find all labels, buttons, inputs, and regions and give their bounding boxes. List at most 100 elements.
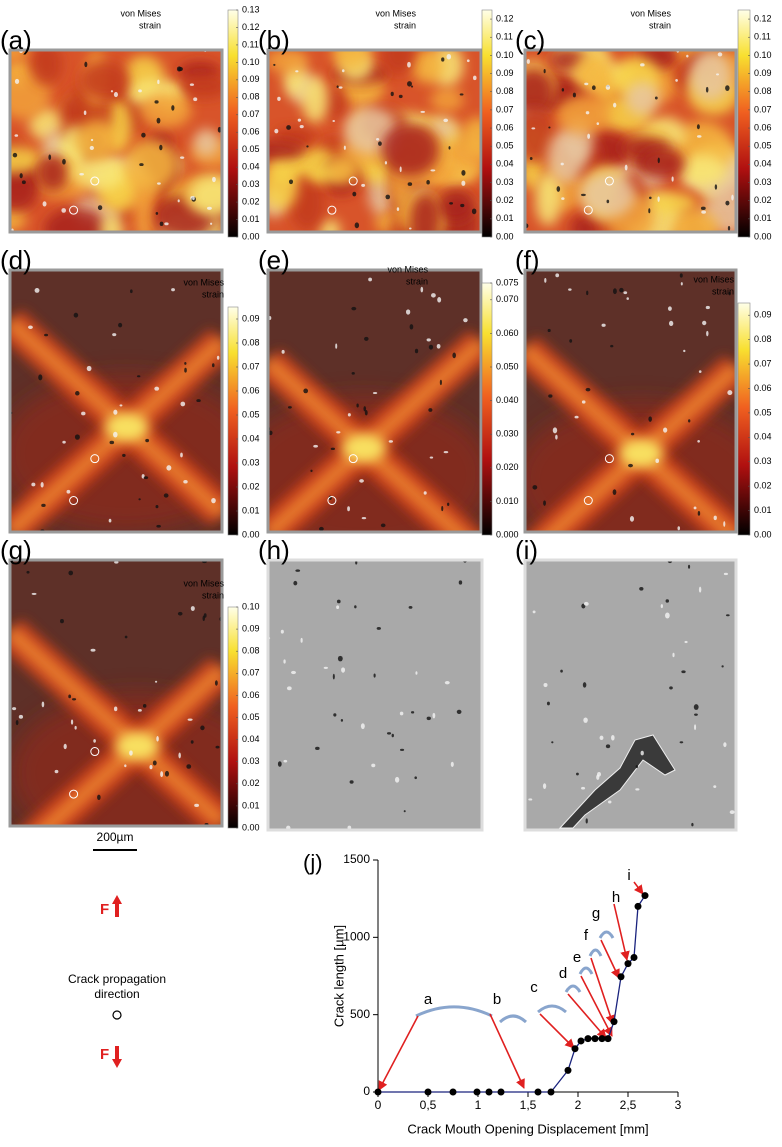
strain-map bbox=[268, 270, 481, 532]
speckle bbox=[466, 59, 470, 63]
strain-blob bbox=[461, 117, 481, 157]
speckle bbox=[177, 611, 183, 616]
speckle bbox=[373, 673, 376, 678]
colorbar-title: von Mises bbox=[387, 264, 428, 274]
speckle bbox=[341, 667, 346, 673]
speckle bbox=[408, 227, 412, 230]
speckle bbox=[90, 138, 94, 142]
speckle bbox=[596, 122, 600, 126]
force-label: F bbox=[100, 901, 109, 918]
speckle bbox=[154, 100, 159, 104]
speckle bbox=[156, 736, 159, 742]
colorbar-title: strain bbox=[202, 590, 224, 600]
speckle bbox=[663, 427, 668, 433]
speckle bbox=[113, 92, 118, 98]
speckle bbox=[211, 363, 215, 368]
data-point bbox=[577, 1037, 585, 1045]
speckle bbox=[122, 453, 126, 457]
speckle bbox=[529, 157, 533, 161]
speckle bbox=[655, 458, 660, 463]
speckle bbox=[155, 505, 159, 509]
speckle bbox=[343, 145, 346, 150]
colorbar-tick-label: 0.050 bbox=[496, 361, 519, 371]
speckle bbox=[449, 202, 454, 205]
speckle bbox=[680, 282, 683, 286]
speckle bbox=[66, 489, 71, 494]
speckle bbox=[190, 606, 195, 611]
speckle bbox=[408, 605, 413, 609]
colorbar-tick-label: 0.00 bbox=[754, 231, 772, 241]
speckle bbox=[639, 586, 644, 591]
speckle bbox=[184, 361, 187, 365]
colorbar-tick-label: 0.070 bbox=[496, 294, 519, 304]
strain-blob bbox=[430, 87, 464, 113]
speckle bbox=[727, 390, 733, 396]
speckle bbox=[556, 186, 561, 192]
strain-blob bbox=[525, 152, 544, 190]
speckle bbox=[629, 516, 635, 522]
speckle bbox=[450, 761, 454, 767]
strain-blob bbox=[329, 154, 361, 184]
speckle bbox=[624, 164, 628, 171]
speckle bbox=[439, 379, 442, 386]
colorbar-title: strain bbox=[202, 289, 224, 299]
speckle bbox=[193, 97, 198, 102]
speckle bbox=[336, 85, 339, 89]
speckle bbox=[437, 297, 442, 303]
data-point bbox=[584, 1035, 592, 1043]
speckle bbox=[531, 127, 536, 130]
speckle bbox=[41, 701, 45, 708]
speckle bbox=[684, 640, 688, 644]
annotation-arrow bbox=[489, 1013, 525, 1089]
panel-label: (e) bbox=[258, 245, 290, 275]
colorbar-tick-label: 0.08 bbox=[242, 646, 260, 656]
annotation-arrow bbox=[590, 957, 615, 1025]
y-tick-label: 1000 bbox=[343, 930, 370, 944]
speckle bbox=[640, 63, 645, 67]
speckle bbox=[568, 288, 572, 291]
speckle bbox=[273, 63, 276, 66]
speckle bbox=[351, 371, 355, 375]
colorbar-tick-label: 0.01 bbox=[242, 505, 260, 515]
speckle bbox=[180, 401, 186, 407]
speckle bbox=[713, 515, 717, 521]
strain-glow bbox=[10, 693, 222, 826]
speckle bbox=[688, 419, 691, 423]
speckle bbox=[431, 293, 436, 298]
speckle bbox=[687, 564, 691, 569]
speckle bbox=[459, 93, 464, 96]
colorbar-title: strain bbox=[394, 20, 416, 30]
speckle bbox=[723, 742, 727, 748]
strain-blob bbox=[410, 193, 441, 232]
speckle bbox=[665, 599, 669, 603]
speckle bbox=[15, 719, 19, 726]
speckle bbox=[725, 85, 730, 92]
speckle bbox=[183, 480, 188, 484]
speckle bbox=[721, 665, 724, 668]
speckle bbox=[585, 111, 590, 115]
speckle bbox=[352, 191, 357, 197]
speckle bbox=[443, 451, 449, 454]
speckle bbox=[717, 52, 723, 57]
colorbar-tick-label: 0.10 bbox=[242, 601, 260, 611]
colorbar-title: von Mises bbox=[120, 8, 161, 18]
speckle bbox=[63, 743, 67, 750]
colorbar-tick-label: 0.10 bbox=[242, 57, 260, 67]
speckle bbox=[532, 610, 536, 614]
speckle bbox=[456, 709, 462, 714]
colorbar bbox=[481, 9, 493, 238]
speckle bbox=[691, 822, 694, 827]
speckle bbox=[113, 706, 118, 712]
colorbar-tick-label: 0.05 bbox=[242, 144, 260, 154]
speckle bbox=[376, 626, 381, 630]
marker-circle bbox=[69, 789, 79, 799]
speckle bbox=[268, 430, 273, 436]
strain-blob bbox=[139, 93, 192, 129]
speckle bbox=[38, 374, 43, 381]
speckle bbox=[179, 156, 185, 159]
speckle bbox=[716, 73, 720, 76]
strain-blob bbox=[30, 50, 63, 86]
marker-circle bbox=[583, 496, 593, 506]
speckle bbox=[681, 670, 686, 674]
speckle bbox=[71, 698, 77, 701]
